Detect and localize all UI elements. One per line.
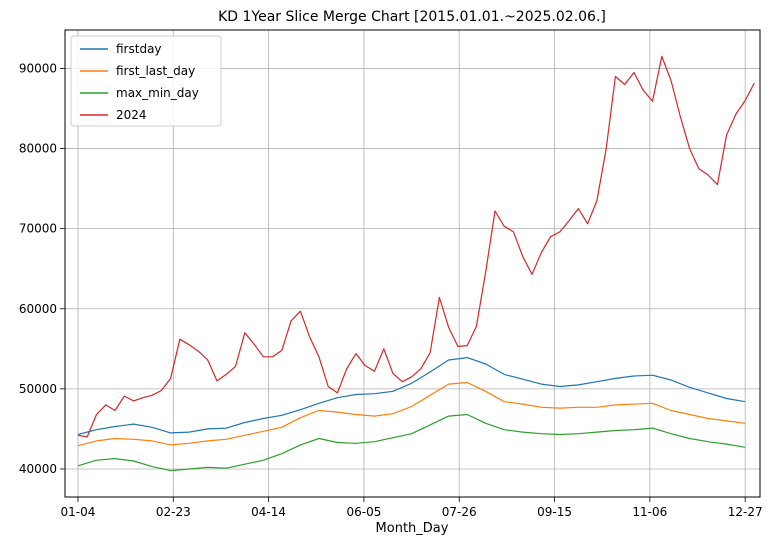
legend-label-first_last_day: first_last_day (116, 64, 195, 78)
x-tick-label: 11-06 (632, 505, 667, 519)
series-line-firstday (77, 357, 746, 436)
chart-title: KD 1Year Slice Merge Chart [2015.01.01.~… (218, 9, 606, 25)
gridlines (65, 30, 760, 497)
legend-label-2024: 2024 (116, 108, 147, 122)
x-axis-ticks: 01-04 02-23 04-14 06-05 07-26 09-15 11-06 12-27 (61, 497, 763, 519)
series-line-2024 (77, 55, 755, 438)
y-tick-label: 80000 (19, 142, 57, 156)
legend-label-firstday: firstday (116, 42, 162, 56)
y-axis-ticks: 40000 50000 60000 70000 80000 90000 (19, 61, 65, 476)
y-tick-label: 50000 (19, 382, 57, 396)
series-lines (77, 55, 755, 472)
x-axis-label: Month_Day (376, 521, 449, 536)
y-tick-label: 70000 (19, 222, 57, 236)
x-tick-label: 02-23 (156, 505, 191, 519)
plot-frame (64, 29, 761, 498)
series-line-first_last_day (77, 381, 746, 447)
x-tick-label: 09-15 (537, 505, 572, 519)
x-tick-label: 12-27 (728, 505, 763, 519)
y-tick-label: 40000 (19, 462, 57, 476)
x-tick-label: 07-26 (442, 505, 477, 519)
y-tick-label: 90000 (19, 61, 57, 75)
x-tick-label: 04-14 (251, 505, 286, 519)
legend: firstday first_last_day max_min_day 2024 (70, 35, 222, 127)
y-tick-label: 60000 (19, 302, 57, 316)
series-line-max_min_day (77, 413, 746, 472)
legend-box (70, 35, 222, 127)
x-tick-label: 01-04 (61, 505, 96, 519)
x-tick-label: 06-05 (346, 505, 381, 519)
legend-label-max_min_day: max_min_day (116, 86, 199, 100)
